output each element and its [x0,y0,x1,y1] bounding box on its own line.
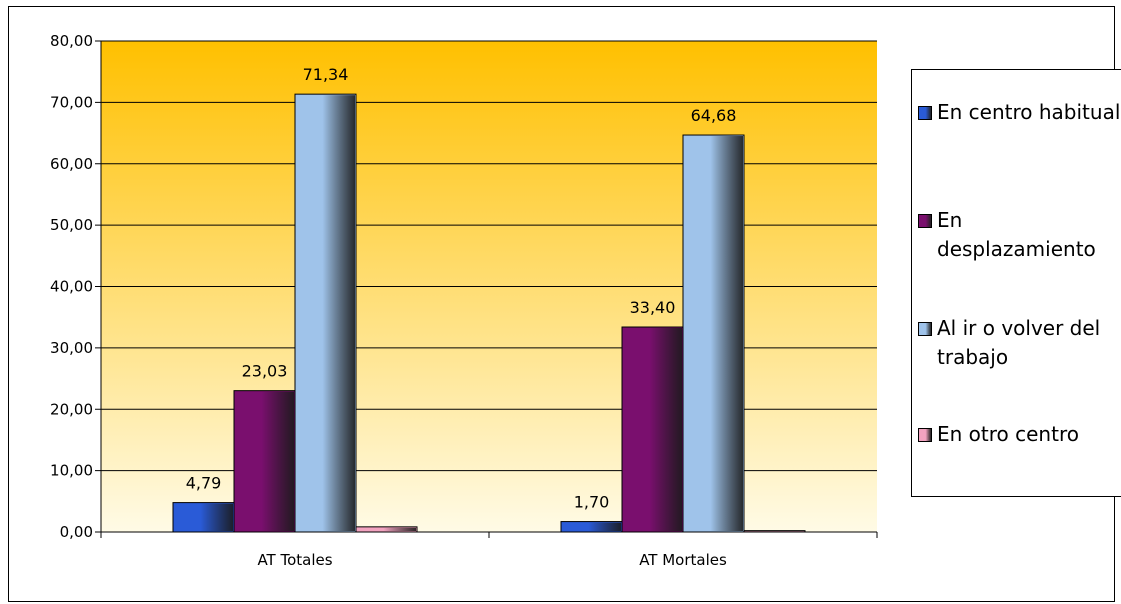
y-tick-label: 50,00 [50,216,93,234]
bar-shading [562,522,621,531]
legend-swatch [918,106,932,120]
data-label: 4,79 [186,474,222,493]
legend-swatch [918,428,932,442]
bar-shading [684,136,743,532]
y-tick-label: 70,00 [50,93,93,111]
bar-shading [296,95,355,531]
legend-item: Al ir o volver del trabajo [918,314,1121,372]
legend-label: Al ir o volver del trabajo [937,316,1101,369]
legend-swatch [918,214,932,228]
bar-shading [623,328,682,531]
legend-label: En centro habitual [937,100,1121,124]
y-tick-label: 80,00 [50,32,93,50]
y-tick-label: 0,00 [60,523,93,541]
legend: En centro habitual En desplazamiento Al ir… [911,69,1121,497]
legend-item: En centro habitual [918,98,1121,127]
bar-shading [174,503,233,531]
legend-item: En desplazamiento [918,206,1121,264]
chart-area: 0,00 10,00 20,00 30,00 40,00 50,00 60,00 70,00 8… [8,6,1121,602]
x-tick-label: AT Mortales [639,551,727,569]
legend-item: En otro centro [918,420,1121,449]
data-label: 1,70 [574,493,610,512]
bar-shading [235,391,294,531]
y-tick-label: 20,00 [50,400,93,418]
data-label: 71,34 [303,65,349,84]
y-tick-label: 60,00 [50,155,93,173]
bars [172,93,806,533]
legend-swatch [918,322,932,336]
labels: 0,00 10,00 20,00 30,00 40,00 50,00 60,00 70,00 8… [50,32,736,569]
data-label: 23,03 [242,362,288,381]
axes [95,40,878,538]
y-tick-label: 40,00 [50,278,93,296]
legend-label: En otro centro [937,422,1079,446]
x-tick-label: AT Totales [257,551,332,569]
bar-chart: 0,00 10,00 20,00 30,00 40,00 50,00 60,00 70,00 8… [50,32,878,569]
legend-label: En desplazamiento [937,208,1096,261]
data-label: 33,40 [630,298,676,317]
bar-shading [357,527,416,531]
y-tick-label: 10,00 [50,462,93,480]
data-label: 64,68 [691,106,737,125]
y-tick-label: 30,00 [50,339,93,357]
